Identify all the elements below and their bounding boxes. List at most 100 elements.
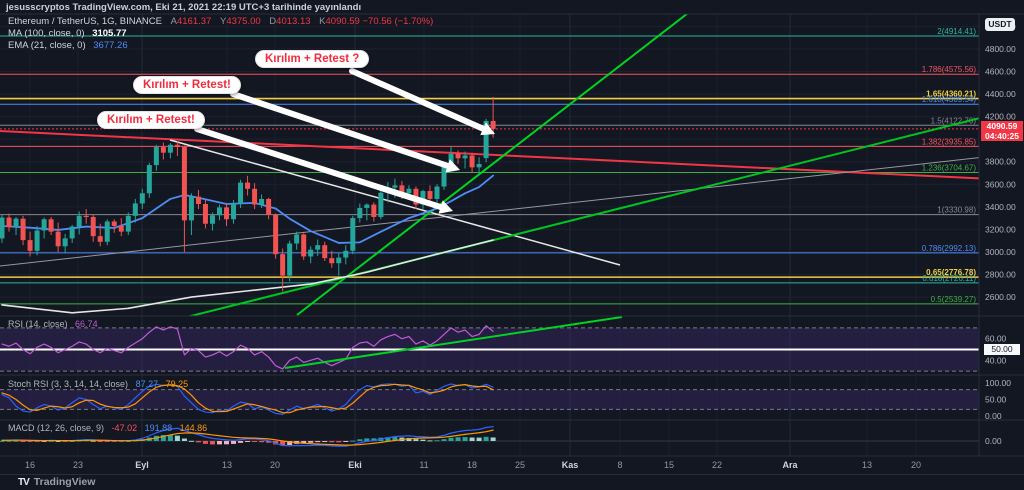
green-steep-trendline xyxy=(296,14,689,316)
price-axis[interactable]: 5000.004800.004600.004400.004200.003800.… xyxy=(985,21,1016,446)
candle-body xyxy=(13,218,19,228)
fib-label-1.618: 1.618(4309.54) xyxy=(922,95,977,104)
macd-histogram-bar xyxy=(427,440,433,442)
candle-body xyxy=(160,147,166,153)
fib-label-0.65: 0.65(2776.78) xyxy=(926,268,976,277)
macd-histogram-bar xyxy=(413,439,419,441)
candle-body xyxy=(20,218,26,241)
macd-histogram-bar xyxy=(167,435,173,441)
macd-histogram-bar xyxy=(160,435,166,441)
macd-histogram-bar xyxy=(455,437,461,441)
close-label: K xyxy=(319,16,326,27)
rsi-line xyxy=(1,325,494,370)
gray-ascending-trendline xyxy=(0,157,979,267)
stoch-label: Stoch RSI (3, 3, 14, 14, close) xyxy=(8,379,129,389)
price-axis-label: 4200.00 xyxy=(985,112,1016,122)
rsi-50-level-badge: 50.00 xyxy=(984,344,1020,355)
candle-body xyxy=(48,219,54,232)
annotation-arrows[interactable] xyxy=(194,68,495,214)
macd-histogram-bar xyxy=(315,441,321,443)
time-axis[interactable]: 16 23 Eyl 13 20 Eki 11 18 25 Kas 8 15 22 Ara 13 20 xyxy=(25,460,921,470)
macd-histogram-bar xyxy=(111,441,117,442)
stoch-legend[interactable]: Stoch RSI (3, 3, 14, 14, close) 87.27 79… xyxy=(8,379,188,389)
tradingview-logo[interactable]: TV TradingView xyxy=(18,476,95,488)
annotation-breakout-retest-question[interactable]: Kırılım + Retest ? xyxy=(255,50,370,68)
ma-row[interactable]: MA (100, close, 0) 3105.77 xyxy=(8,28,433,39)
candle-body xyxy=(399,185,405,194)
candle-body xyxy=(308,249,314,257)
candle-body xyxy=(287,243,293,276)
candle-body xyxy=(62,238,68,247)
macd-histogram-bar xyxy=(308,441,314,443)
macd-hist-value: -47.02 xyxy=(111,423,138,433)
rsi-axis-label: 60.00 xyxy=(985,334,1007,344)
candle-body xyxy=(329,258,335,264)
macd-histogram-bar xyxy=(364,438,370,441)
macd-histogram-bar xyxy=(441,439,447,441)
candle-body xyxy=(371,204,377,217)
macd-histogram-bar xyxy=(0,440,5,442)
time-axis-label: 18 xyxy=(467,460,477,470)
rsi-legend[interactable]: RSI (14, close) 66.74 xyxy=(8,319,98,329)
fib-retracement-levels[interactable]: 2(4914.41) 1.786(4575.56) 1.65(4360.21)1.6… xyxy=(0,27,979,305)
macd-histogram-bar xyxy=(266,441,272,443)
macd-histogram-bar xyxy=(420,439,426,441)
candle-body xyxy=(343,250,349,258)
symbol-title[interactable]: Ethereum / TetherUS, 1G, BINANCE xyxy=(8,16,162,27)
high-label: Y xyxy=(219,16,227,27)
macd-histogram-bar xyxy=(224,441,230,445)
time-axis-label: Ara xyxy=(782,460,798,470)
candle-body xyxy=(434,186,440,199)
macd-histogram-bar xyxy=(434,440,440,442)
fib-label-0.618: 0.618(2726.11) xyxy=(922,274,976,283)
macd-histogram-bar xyxy=(69,441,75,442)
candle-body xyxy=(259,198,265,205)
time-axis-label: 20 xyxy=(911,460,921,470)
candle-body xyxy=(132,203,138,216)
annotation-breakout-retest-2[interactable]: Kırılım + Retest! xyxy=(97,111,205,129)
candle-body xyxy=(266,198,272,215)
candle-body xyxy=(139,193,145,204)
macd-histogram-bar xyxy=(104,441,110,442)
time-axis-label: 11 xyxy=(419,460,428,470)
stoch-axis-label: 100.00 xyxy=(985,378,1011,388)
macd-histogram-bar xyxy=(490,437,496,441)
candle-body xyxy=(0,217,5,239)
tradingview-logo-icon: TV xyxy=(18,476,30,488)
time-axis-label: 13 xyxy=(862,460,872,470)
price-axis-label: 3000.00 xyxy=(985,247,1016,257)
fib-label-0.5: 0.5(2539.27) xyxy=(931,295,977,304)
ema-row[interactable]: EMA (21, close, 0) 3677.26 xyxy=(8,40,433,51)
macd-histogram-bar xyxy=(280,441,286,446)
macd-histogram-bar xyxy=(90,440,96,442)
rsi-green-trendline xyxy=(284,316,623,369)
candle-body xyxy=(153,147,159,166)
price-axis-label: 4400.00 xyxy=(985,89,1016,99)
macd-legend[interactable]: MACD (12, 26, close, 9) -47.02 191.88 14… xyxy=(8,423,207,433)
chart-legend[interactable]: Ethereum / TetherUS, 1G, BINANCE A4161.3… xyxy=(8,16,433,52)
fib-label-1.382: 1.382(3935.85) xyxy=(922,137,977,146)
macd-line-value: 191.88 xyxy=(144,423,173,433)
candle-body xyxy=(322,245,328,259)
candle-body xyxy=(441,166,447,187)
time-axis-label: Eki xyxy=(348,460,362,470)
candlestick-series[interactable] xyxy=(0,96,496,292)
macd-histogram-bar xyxy=(27,441,33,442)
candle-body xyxy=(245,182,251,189)
candle-body xyxy=(483,120,489,159)
annotation-breakout-retest-1[interactable]: Kırılım + Retest! xyxy=(133,76,241,94)
candle-body xyxy=(427,191,433,199)
macd-histogram-bar xyxy=(6,440,12,442)
last-price-value: 4090.59 xyxy=(986,121,1018,131)
pane-separators[interactable] xyxy=(0,13,1024,457)
candle-body xyxy=(462,155,468,159)
drawn-trendlines[interactable] xyxy=(0,10,1012,320)
currency-toggle-button[interactable]: USDT xyxy=(985,18,1015,31)
candle-body xyxy=(476,163,482,168)
candle-body xyxy=(181,147,187,221)
low-value: 4013.13 xyxy=(276,16,311,27)
candle-body xyxy=(90,216,96,237)
macd-histogram-bar xyxy=(55,441,61,442)
